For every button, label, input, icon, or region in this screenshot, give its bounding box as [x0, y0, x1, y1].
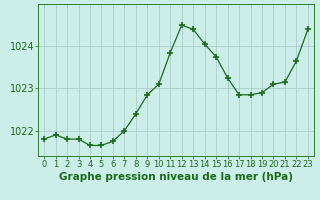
- X-axis label: Graphe pression niveau de la mer (hPa): Graphe pression niveau de la mer (hPa): [59, 172, 293, 182]
